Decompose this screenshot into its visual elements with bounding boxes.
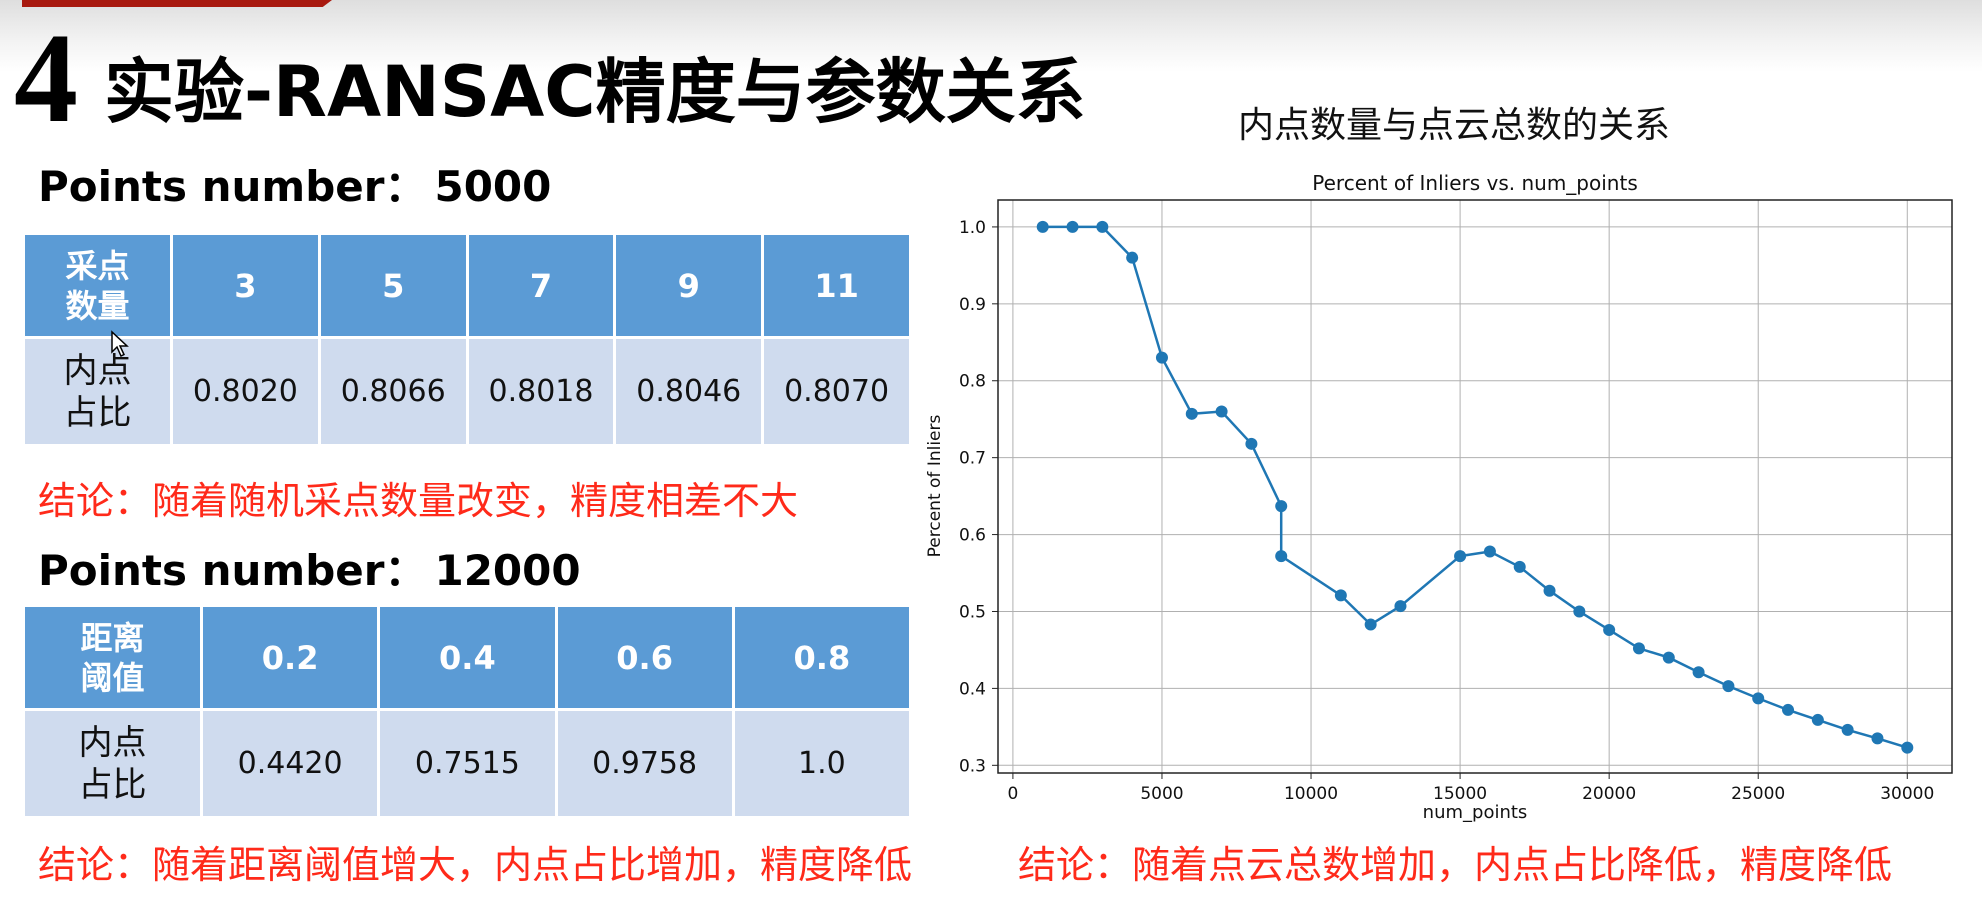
data-point [1513,560,1526,573]
data-point [1185,407,1198,420]
section2-heading: Points number： 12000 [38,546,581,596]
table1-header-row: 采点 数量 3 5 7 9 11 [22,232,912,339]
chart-xlabel: num_points [1423,802,1528,823]
table2-header-row: 距离 阈值 0.2 0.4 0.6 0.8 [22,604,913,711]
accent-bar [22,0,332,7]
data-point [1066,220,1079,233]
data-point [1126,251,1139,264]
table1-cell: 0.8020 [170,336,321,447]
table1-row-header-inlier: 内点 占比 [22,336,173,447]
x-tick-label: 5000 [1140,784,1183,804]
slide-title: 实验-RANSAC精度与参数关系 [104,51,1086,133]
table2-value-row: 内点 占比 0.4420 0.7515 0.9758 1.0 [22,708,913,819]
table1-col-header: 11 [761,232,912,339]
data-point [1782,703,1795,716]
section1-heading-value: 5000 [434,162,552,211]
x-tick-label: 20000 [1582,784,1636,804]
table2-cell: 0.7515 [377,708,558,819]
data-point [1036,220,1049,233]
data-point [1722,680,1735,693]
data-point [1245,437,1258,450]
y-tick-label: 0.4 [959,679,986,699]
section1-heading-label: Points number： [38,162,427,211]
table1-col-header: 3 [170,232,321,339]
data-point [1483,545,1496,558]
y-tick-label: 0.3 [959,756,986,776]
data-point [1275,550,1288,563]
table1-row-header-sample: 采点 数量 [22,232,173,339]
data-point [1364,618,1377,631]
chart-ylabel: Percent of Inliers [925,415,945,558]
chart-caption: 内点数量与点云总数的关系 [1238,105,1671,146]
chart-conclusion: 结论：随着点云总数增加，内点占比降低，精度降低 [1018,843,1893,887]
data-point [1275,500,1288,513]
data-point [1573,605,1586,618]
y-tick-label: 0.5 [959,602,986,622]
data-point [1215,405,1228,418]
data-point [1662,651,1675,664]
table2-row-header-inlier: 内点 占比 [22,708,203,819]
table2-col-header: 0.2 [199,604,381,711]
data-point [1811,713,1824,726]
section2-conclusion: 结论：随着距离阈值增大，内点占比增加，精度降低 [38,843,913,887]
data-point [1543,584,1556,597]
mouse-pointer-icon [111,330,129,358]
table2-cell: 0.4420 [199,708,381,819]
title-band [0,0,1982,72]
slide-number: 4 [14,7,78,149]
chart-plot-frame [997,199,1953,774]
y-tick-label: 0.6 [959,526,986,546]
chart-series [1036,220,1914,754]
table1-col-header: 9 [613,232,765,339]
table1-value-row: 内点 占比 0.8020 0.8066 0.8018 0.8046 0.8070 [22,336,912,447]
data-point [1155,351,1168,364]
data-point [1871,732,1884,745]
x-tick-label: 0 [1007,784,1018,804]
x-tick-label: 15000 [1433,784,1487,804]
x-tick-label: 25000 [1731,784,1785,804]
y-tick-label: 1.0 [959,218,986,238]
data-point [1752,692,1765,705]
table1-cell: 0.8070 [761,336,912,447]
section1-conclusion: 结论：随着随机采点数量改变，精度相差不大 [38,479,799,523]
table2-col-header: 0.8 [731,604,913,711]
table2-col-header: 0.4 [377,604,558,711]
table1-col-header: 7 [465,232,617,339]
data-point [1096,220,1109,233]
inliers-line-chart: Percent of Inliers vs. num_points 0 5000 1… [925,171,1953,823]
data-point [1334,589,1347,602]
chart-ticks: 0 5000 10000 15000 20000 25000 30000 0.3 0.4 0.5 0… [959,218,1934,804]
table2-cell: 0.9758 [554,708,735,819]
data-point [1692,666,1705,679]
section1-heading: Points number： 5000 [38,162,551,212]
y-tick-label: 0.7 [959,449,986,469]
table1-col-header: 5 [317,232,469,339]
series-line [1042,225,1908,749]
table2-cell: 1.0 [731,708,913,819]
data-point [1454,550,1467,563]
data-point [1841,723,1854,736]
table2-row-header-threshold: 距离 阈值 [22,604,203,711]
data-point [1901,741,1914,754]
chart-title: Percent of Inliers vs. num_points [1312,171,1637,195]
distance-threshold-table: 距离 阈值 0.2 0.4 0.6 0.8 内点 占比 0.4420 0.751… [22,604,913,819]
y-tick-label: 0.8 [959,372,986,392]
x-tick-label: 10000 [1284,784,1338,804]
chart-grid [998,200,1952,773]
table1-cell: 0.8018 [465,336,617,447]
section2-heading-value: 12000 [434,546,581,595]
x-tick-label: 30000 [1880,784,1934,804]
data-point [1632,642,1645,655]
y-tick-label: 0.9 [959,295,986,315]
table1-cell: 0.8046 [613,336,765,447]
sample-count-table: 采点 数量 3 5 7 9 11 内点 占比 0.8020 0.8066 0.8… [22,232,912,447]
table2-col-header: 0.6 [554,604,735,711]
data-point [1394,600,1407,613]
data-point [1603,623,1616,636]
table1-cell: 0.8066 [317,336,469,447]
section2-heading-label: Points number： [38,546,427,595]
